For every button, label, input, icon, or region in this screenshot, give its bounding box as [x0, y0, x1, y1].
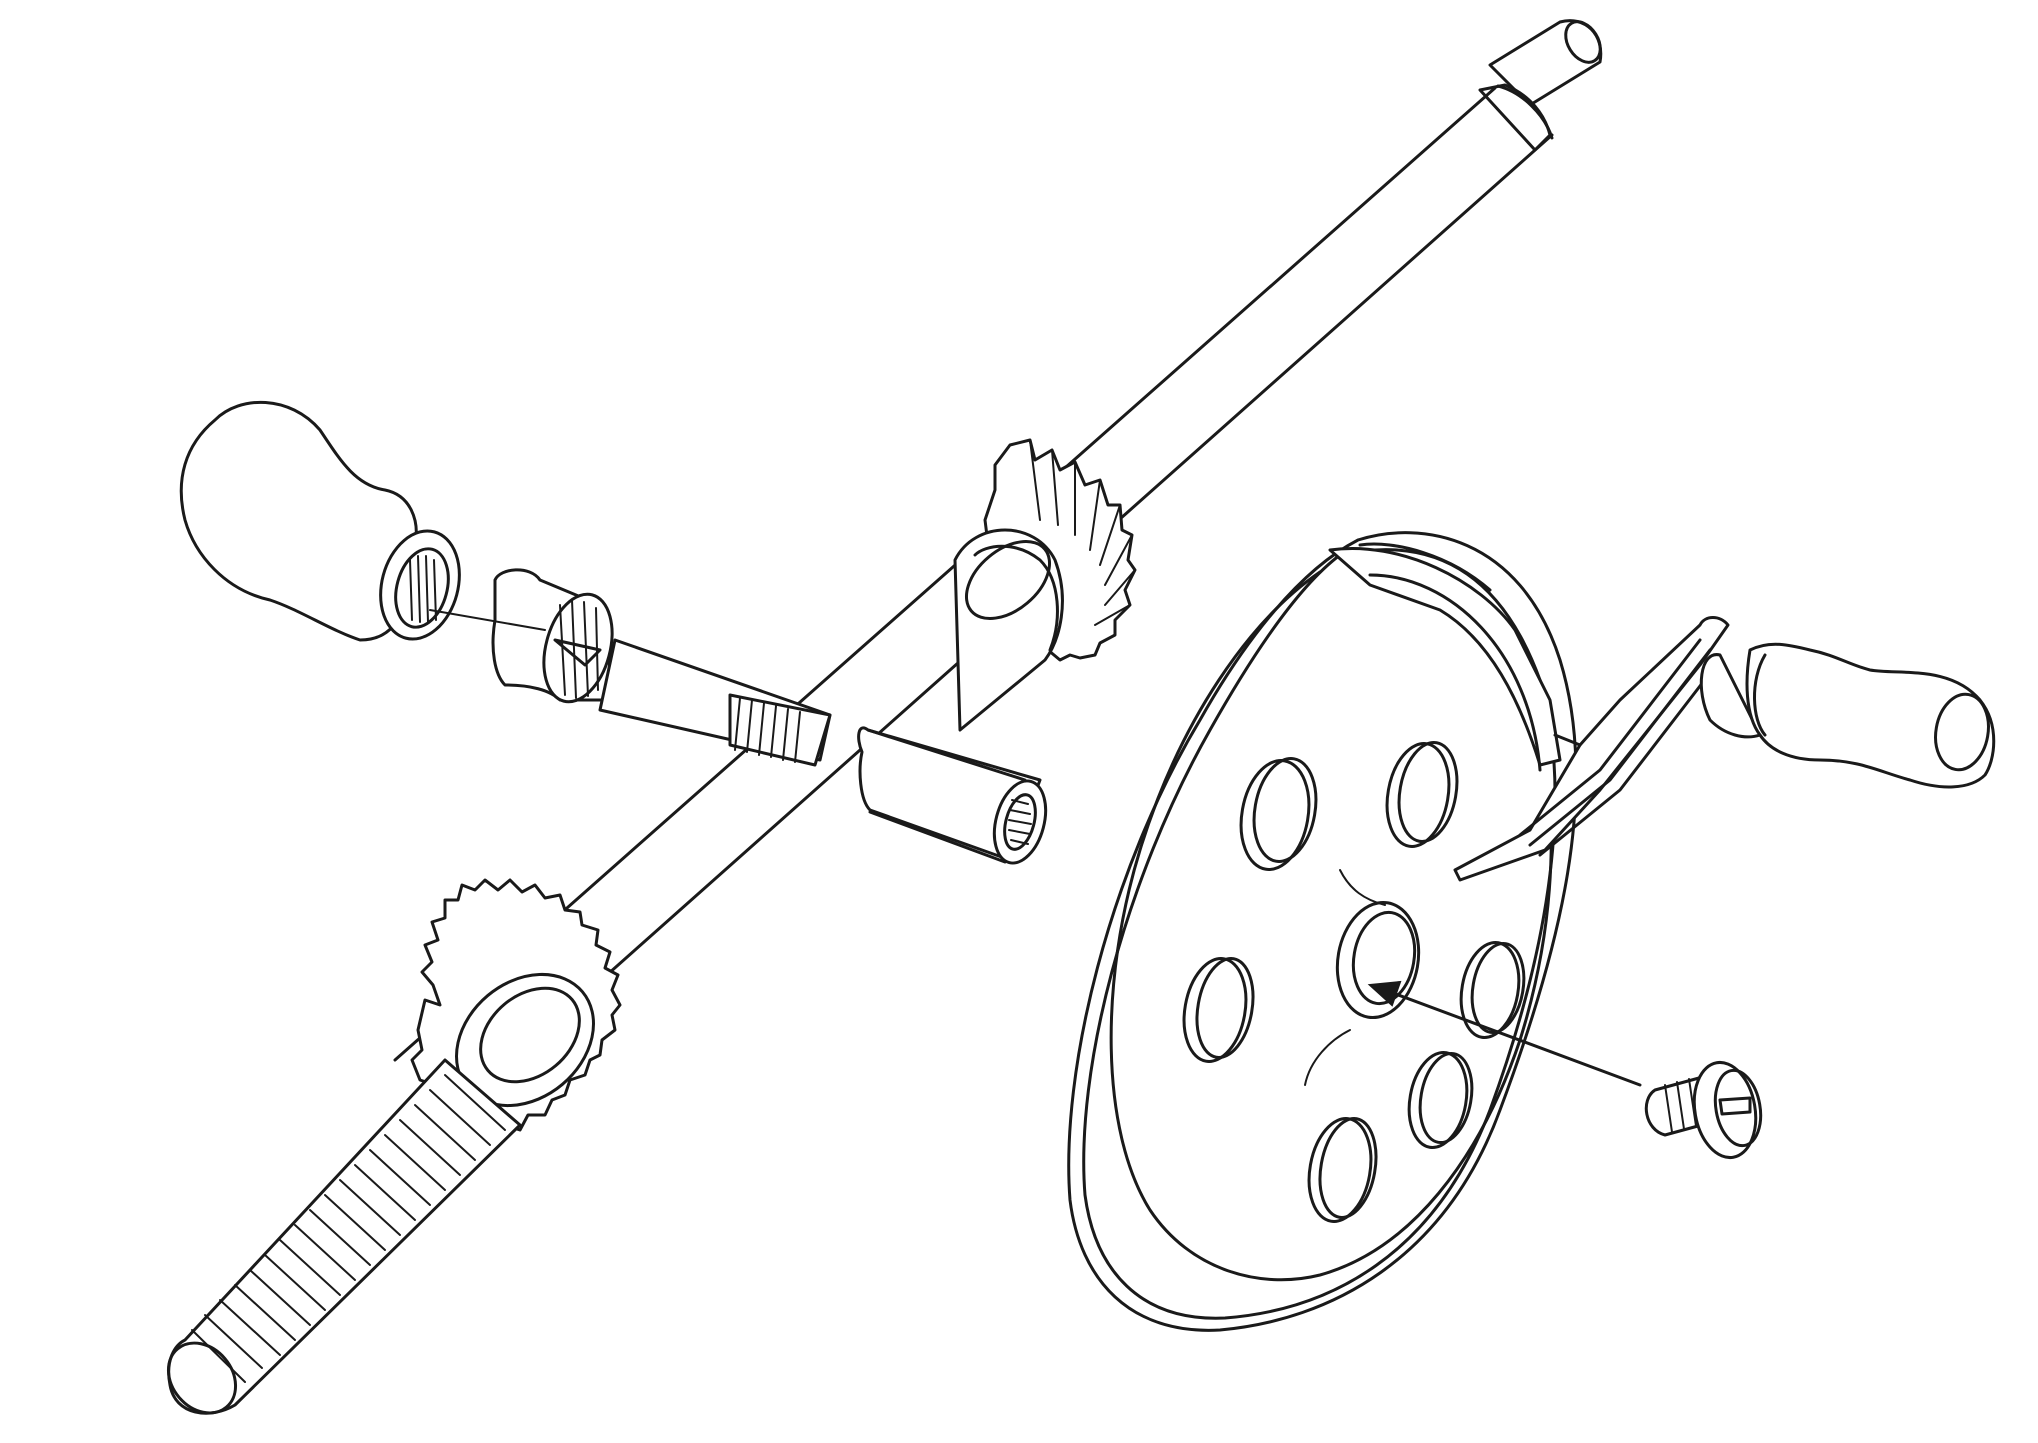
knob-handle [179, 400, 461, 642]
threaded-end [166, 1058, 522, 1415]
cross-tube [857, 726, 1048, 865]
assembly-arrow [1367, 980, 1642, 1087]
drive-wheel [1067, 531, 1578, 1332]
retaining-screw [1644, 1060, 1763, 1160]
upper-bevel-gear [953, 438, 1137, 732]
splined-pinion [429, 609, 832, 767]
ferrule [491, 568, 617, 704]
crank-arm [1453, 616, 1730, 882]
crank-grip [1699, 642, 1996, 789]
